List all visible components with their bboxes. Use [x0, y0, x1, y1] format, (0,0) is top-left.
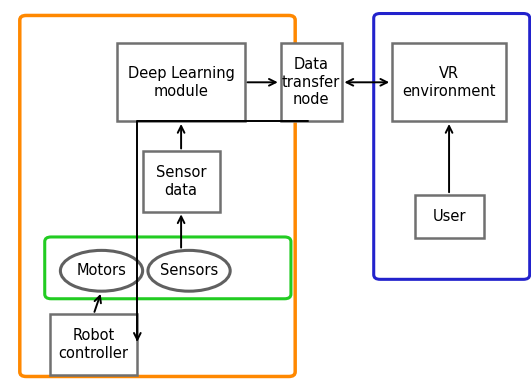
Text: Motors: Motors — [77, 263, 127, 278]
Text: User: User — [433, 209, 466, 224]
Text: Data
transfer
node: Data transfer node — [282, 57, 340, 107]
Text: Robot
controller: Robot controller — [59, 328, 129, 361]
Text: Deep Learning
module: Deep Learning module — [128, 66, 235, 99]
Bar — [280, 43, 342, 121]
Bar — [414, 195, 484, 238]
Ellipse shape — [61, 250, 143, 291]
Ellipse shape — [148, 250, 230, 291]
Text: Sensors: Sensors — [160, 263, 218, 278]
Text: Sensor
data: Sensor data — [156, 165, 206, 198]
Bar — [143, 151, 220, 211]
Bar — [50, 314, 137, 375]
Bar — [118, 43, 245, 121]
Bar — [392, 43, 506, 121]
Text: VR
environment: VR environment — [402, 66, 496, 99]
